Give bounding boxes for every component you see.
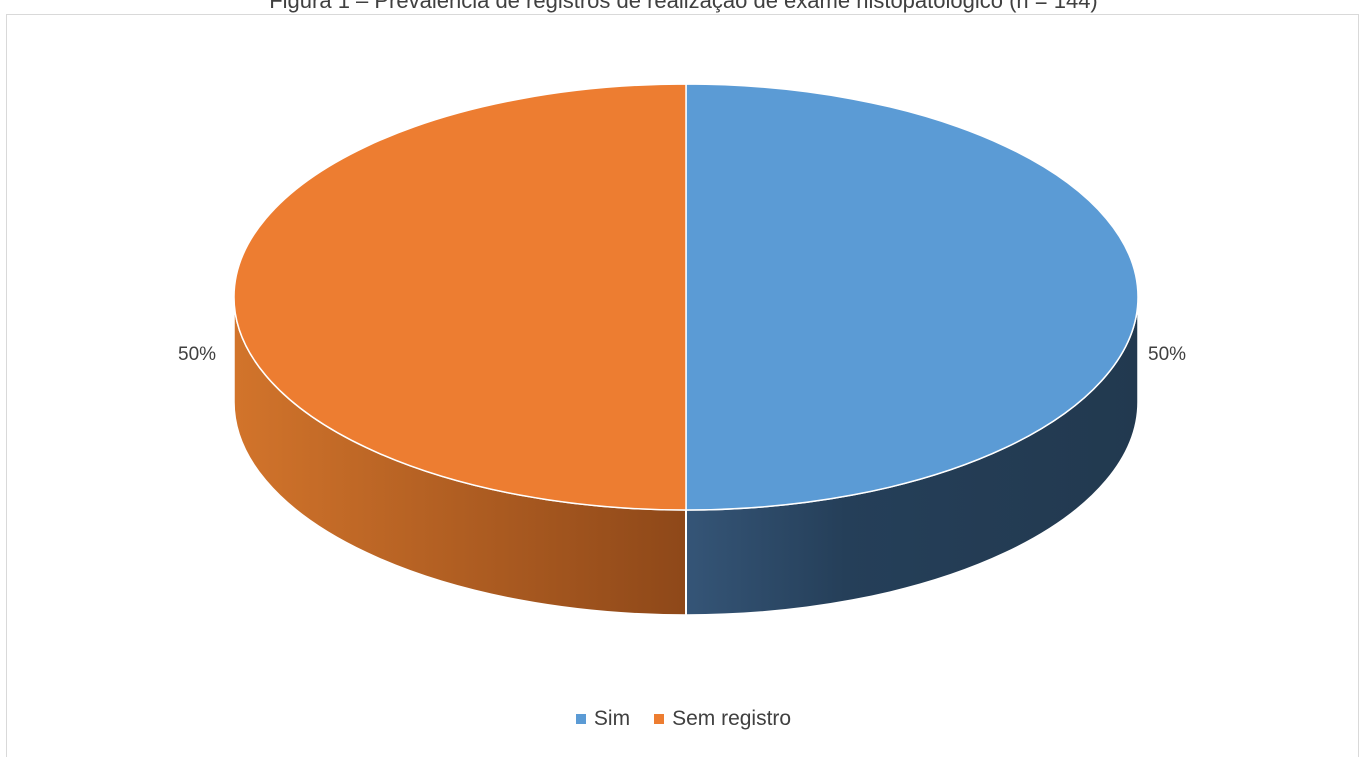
legend-swatch-sim	[575, 714, 586, 724]
data-label-sem-registro: 50%	[178, 344, 216, 365]
legend-item-sem-registro: Sem registro	[654, 707, 791, 731]
pie-layer	[233, 83, 1139, 616]
chart-title-container: Figura 1 – Prevalência de registros de r…	[0, 0, 1367, 13]
chart-legend: Sim Sem registro	[0, 707, 1367, 731]
pie-slice-sem-registro	[233, 83, 687, 511]
pie-slice-sim	[685, 83, 1139, 511]
legend-swatch-sem-registro	[654, 714, 665, 724]
chart-area-border	[6, 14, 1359, 757]
chart-title: Figura 1 – Prevalência de registros de r…	[269, 0, 1098, 13]
legend-item-sim: Sim	[575, 707, 631, 731]
legend-label-sim: Sim	[593, 707, 631, 730]
data-label-sim: 50%	[1148, 344, 1186, 365]
legend-label-sem-registro: Sem registro	[672, 707, 792, 730]
